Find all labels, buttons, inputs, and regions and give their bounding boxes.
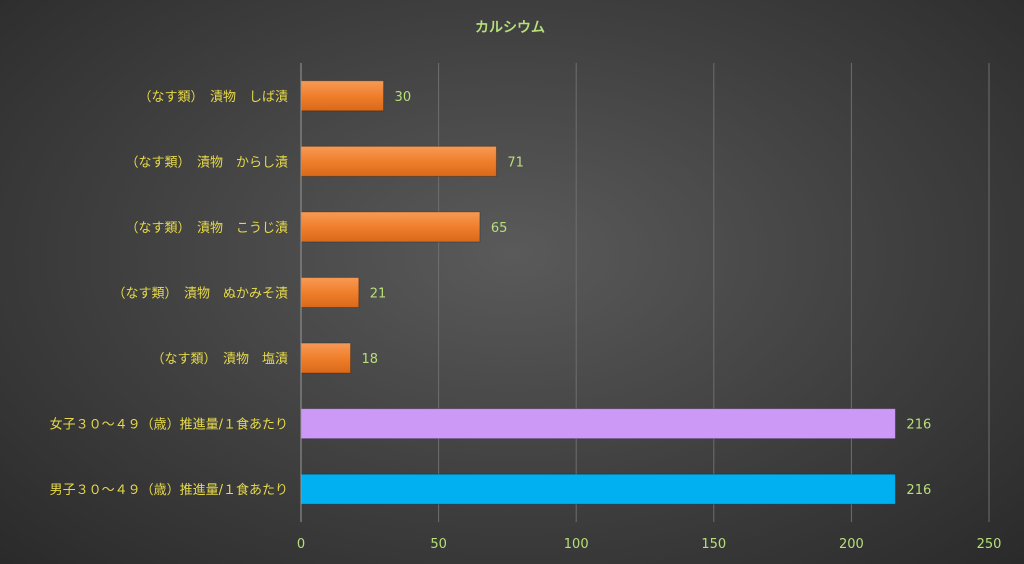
chart-title: カルシウム: [475, 20, 545, 36]
value-label: 21: [370, 287, 387, 302]
x-axis-ticks: 0 50 100 150 200 250: [297, 537, 1002, 552]
value-label: 216: [906, 418, 931, 433]
bar: [300, 473, 896, 505]
bar: [300, 211, 481, 243]
x-tick-label: 100: [564, 537, 589, 552]
value-label: 71: [507, 155, 524, 170]
category-label: （なす類） 漬物 こうじ漬: [125, 221, 288, 236]
gridlines: [438, 63, 990, 522]
category-label: （なす類） 漬物 からし漬: [125, 155, 288, 170]
category-label: （なす類） 漬物 ぬかみそ漬: [112, 287, 288, 302]
x-tick-label: 150: [701, 537, 726, 552]
value-label: 30: [395, 90, 412, 105]
value-label: 216: [906, 483, 931, 498]
category-label: （なす類） 漬物 塩漬: [151, 352, 288, 367]
bars: [300, 80, 896, 505]
bar: [300, 408, 896, 440]
bar: [300, 145, 497, 177]
bar: [300, 80, 385, 112]
bar: [300, 277, 360, 308]
category-label: 女子３０～４９（歳）推進量/１食あたり: [50, 417, 288, 433]
x-tick-label: 0: [297, 537, 305, 552]
x-tick-label: 250: [977, 537, 1002, 552]
value-labels: 30 71 65 21 18 216 216: [362, 90, 932, 498]
value-label: 18: [362, 352, 379, 367]
value-label: 65: [491, 221, 508, 236]
category-labels: （なす類） 漬物 しば漬 （なす類） 漬物 からし漬 （なす類） 漬物 こうじ漬 （な…: [50, 90, 288, 498]
bar: [300, 342, 352, 374]
x-tick-label: 50: [430, 537, 447, 552]
category-label: （なす類） 漬物 しば漬: [138, 90, 288, 105]
x-tick-label: 200: [839, 537, 864, 552]
category-label: 男子３０～４９（歳）推進量/１食あたり: [50, 482, 288, 498]
